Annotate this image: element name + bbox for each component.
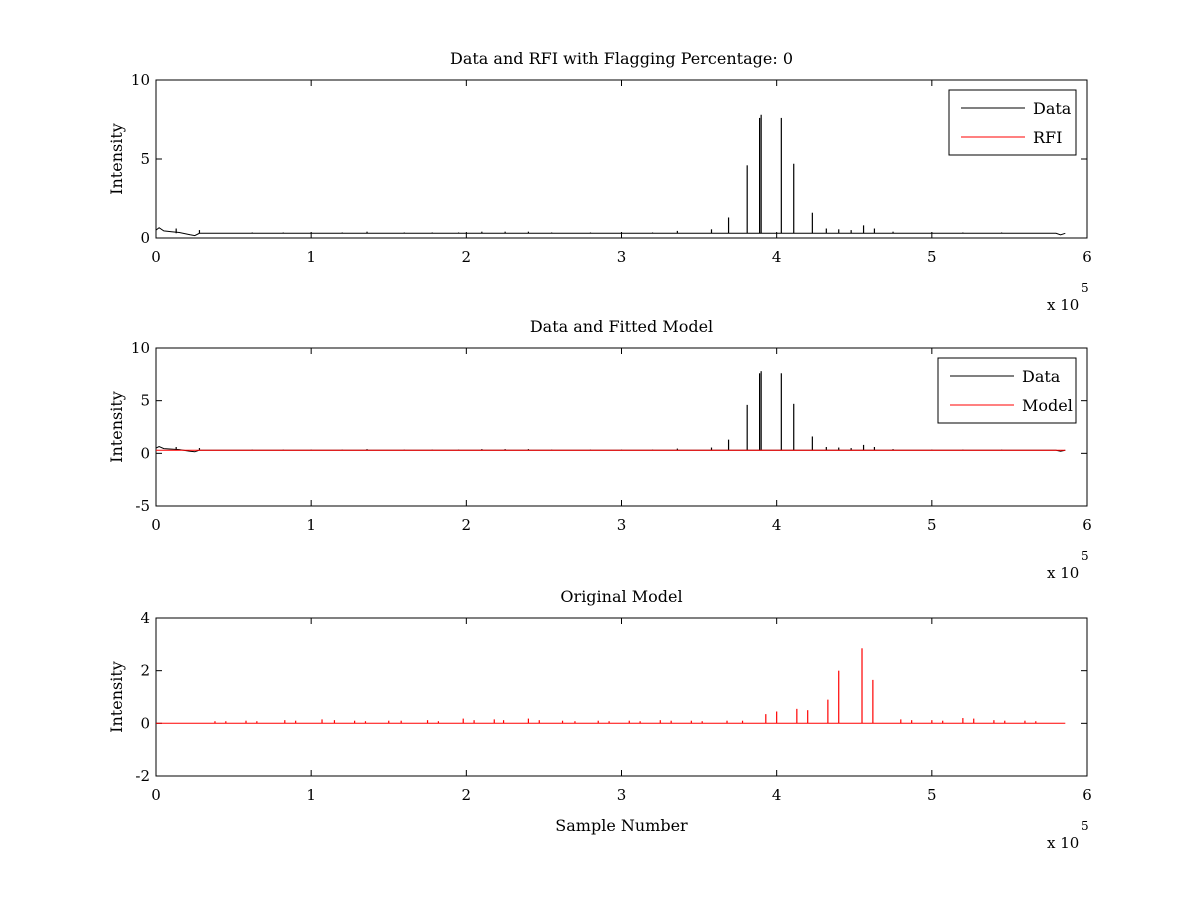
x-tick-label: 4 <box>772 516 782 534</box>
x-tick-label: 5 <box>927 248 937 266</box>
series-data-1 <box>156 114 1066 237</box>
x-tick-label: 3 <box>617 516 627 534</box>
x-tick-label: 2 <box>462 248 472 266</box>
series-line <box>156 227 1066 237</box>
x-tick-label: 3 <box>617 786 627 804</box>
legend-box <box>948 89 1077 156</box>
x-exponent-power: 5 <box>1081 819 1089 833</box>
axes-box <box>155 79 1088 239</box>
y-tick-label: 0 <box>140 229 150 247</box>
y-tick-label: 5 <box>140 150 150 168</box>
y-tick-label: -2 <box>135 767 150 785</box>
y-tick-label: 10 <box>131 339 150 357</box>
y-axis-label: Intensity <box>107 391 126 463</box>
plot-area <box>156 114 1066 237</box>
x-exponent-label: x 10 <box>1047 564 1079 582</box>
x-tick-label: 5 <box>927 516 937 534</box>
y-tick-label: -5 <box>135 497 150 515</box>
x-tick-label: 0 <box>151 248 161 266</box>
y-tick-label: 10 <box>131 71 150 89</box>
series-model-1 <box>156 648 1066 724</box>
y-tick-label: 0 <box>140 444 150 462</box>
x-tick-label: 2 <box>462 786 472 804</box>
x-exponent-power: 5 <box>1081 281 1089 295</box>
series-line <box>156 445 1066 453</box>
chart-title: Data and Fitted Model <box>530 317 713 336</box>
x-tick-label: 0 <box>151 786 161 804</box>
axes-box <box>155 617 1088 777</box>
x-tick-label: 5 <box>927 786 937 804</box>
x-tick-label: 6 <box>1082 248 1092 266</box>
y-tick-label: 2 <box>140 662 150 680</box>
legend-entry: Data <box>1022 367 1061 386</box>
x-exponent-power: 5 <box>1081 549 1089 563</box>
x-tick-label: 4 <box>772 786 782 804</box>
x-axis-label: Sample Number <box>555 816 688 835</box>
chart-title: Original Model <box>560 587 682 606</box>
x-tick-label: 1 <box>306 248 316 266</box>
legend-entry: RFI <box>1033 128 1062 147</box>
legend-box <box>937 357 1077 424</box>
y-axis-label: Intensity <box>107 123 126 195</box>
x-tick-label: 4 <box>772 248 782 266</box>
x-tick-label: 3 <box>617 248 627 266</box>
y-tick-label: 5 <box>140 392 150 410</box>
x-tick-label: 2 <box>462 516 472 534</box>
subplot-1 <box>155 79 1088 239</box>
x-tick-label: 6 <box>1082 516 1092 534</box>
x-tick-label: 0 <box>151 516 161 534</box>
subplot-3 <box>155 617 1088 777</box>
legend <box>937 357 1077 424</box>
plot-area <box>156 648 1066 724</box>
x-tick-label: 1 <box>306 786 316 804</box>
plot-area <box>156 371 1066 453</box>
chart-title: Data and RFI with Flagging Percentage: 0 <box>450 49 793 68</box>
legend-entry: Model <box>1022 396 1073 415</box>
y-tick-label: 0 <box>140 714 150 732</box>
x-tick-label: 1 <box>306 516 316 534</box>
subplot-2 <box>155 347 1088 507</box>
x-tick-label: 6 <box>1082 786 1092 804</box>
y-tick-label: 4 <box>140 609 150 627</box>
legend <box>948 89 1077 156</box>
series-data-1 <box>156 371 1066 453</box>
x-exponent-label: x 10 <box>1047 296 1079 314</box>
y-axis-label: Intensity <box>107 661 126 733</box>
legend-entry: Data <box>1033 99 1072 118</box>
x-exponent-label: x 10 <box>1047 834 1079 852</box>
